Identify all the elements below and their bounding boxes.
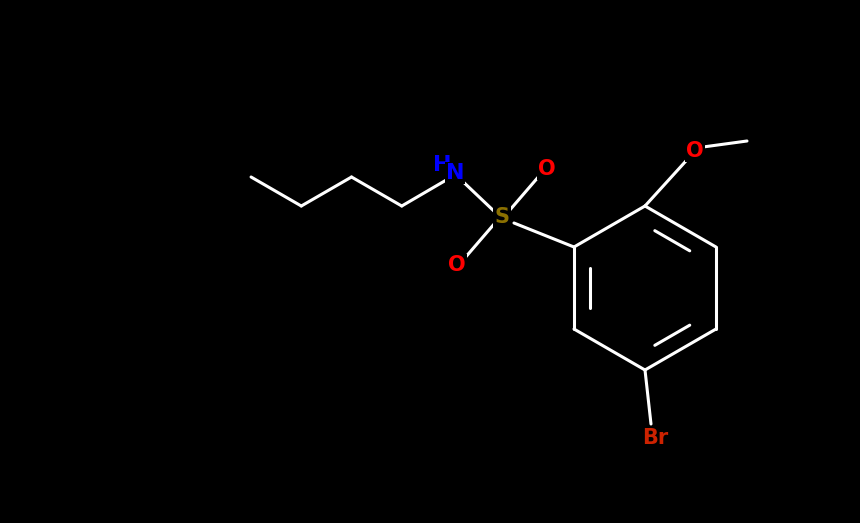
Text: O: O bbox=[448, 255, 466, 275]
Text: Br: Br bbox=[642, 428, 668, 448]
Text: H: H bbox=[433, 155, 452, 175]
Text: S: S bbox=[494, 207, 509, 227]
Text: O: O bbox=[686, 141, 703, 161]
Text: O: O bbox=[538, 159, 556, 179]
Text: N: N bbox=[445, 163, 464, 183]
